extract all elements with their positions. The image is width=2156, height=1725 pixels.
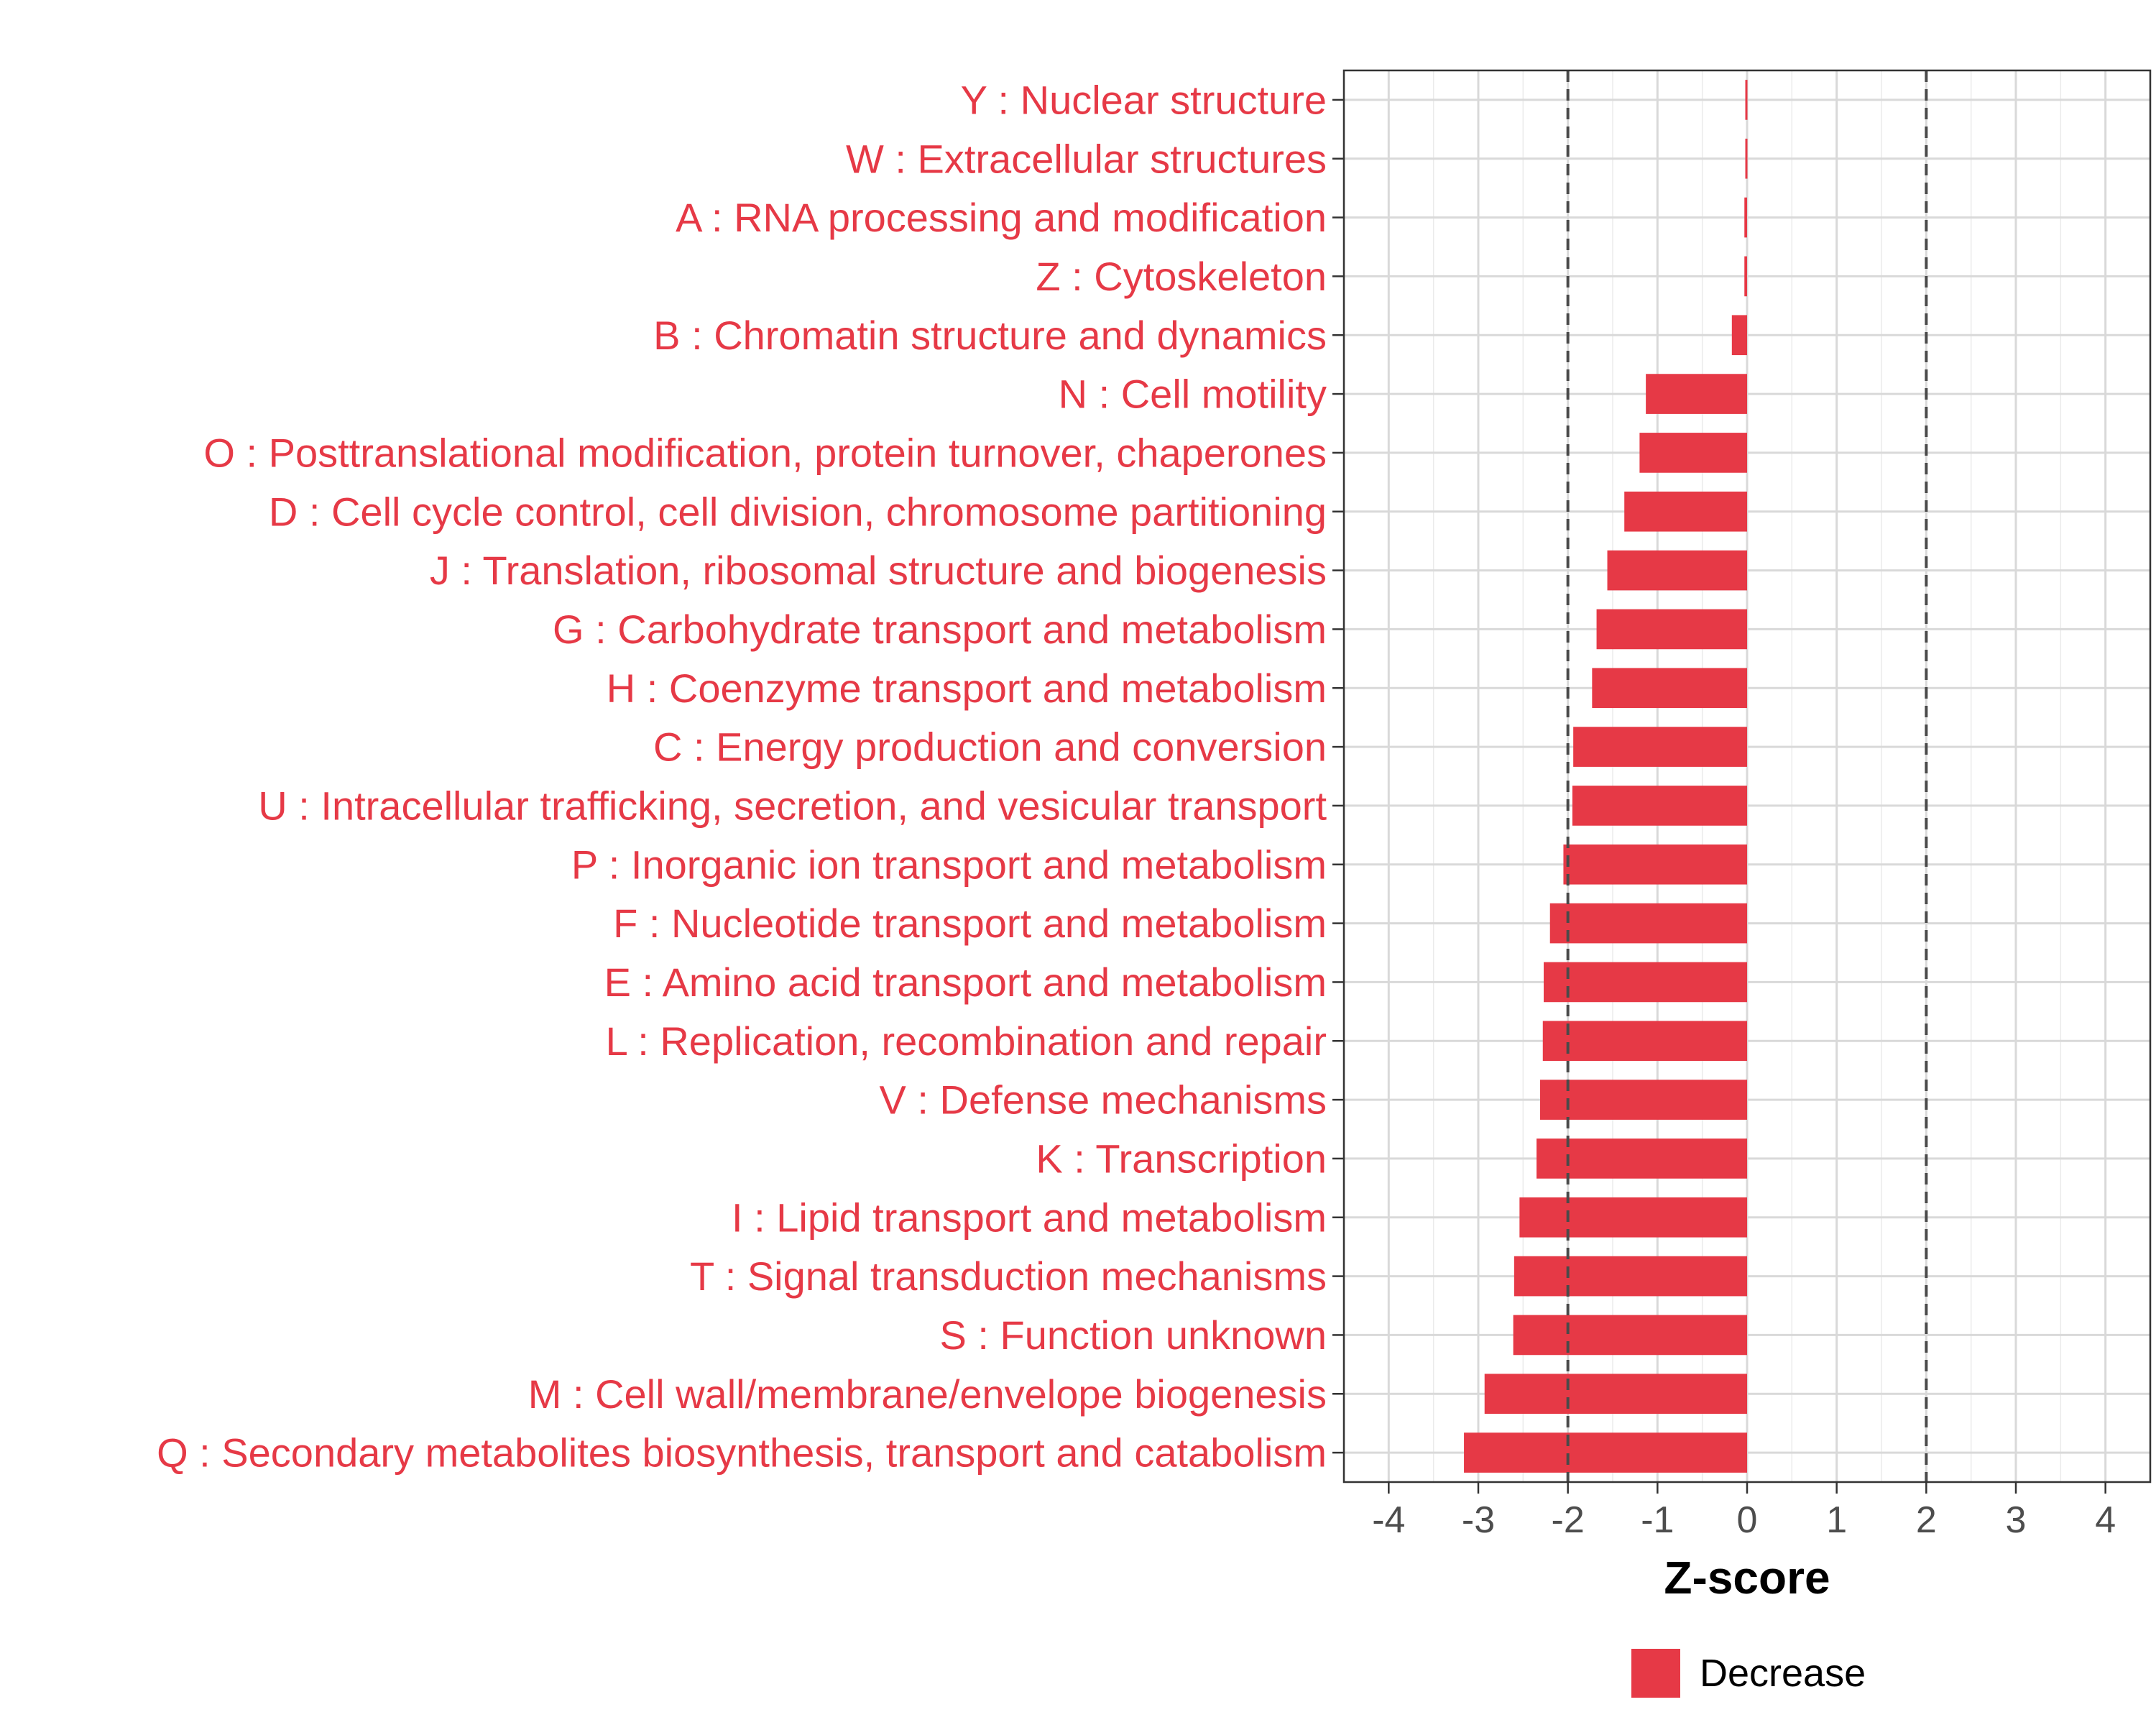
bar [1540,1080,1747,1120]
bar [1745,80,1748,120]
bar [1745,138,1748,179]
bar [1514,1256,1747,1297]
bar [1624,491,1747,532]
bar [1544,962,1747,1003]
x-axis-title: Z-score [1664,1552,1830,1604]
bar [1596,609,1747,650]
category-label: U : Intracellular trafficking, secretion… [258,783,1327,828]
category-label: A : RNA processing and modification [676,195,1327,240]
category-label: K : Transcription [1036,1136,1327,1181]
bar [1639,433,1747,473]
x-tick-label: 3 [2006,1499,2027,1541]
x-tick-label: 4 [2095,1499,2116,1541]
x-tick-label: 1 [1826,1499,1847,1541]
legend-key-decrease [1631,1649,1680,1698]
x-tick-label: 2 [1916,1499,1937,1541]
category-label: D : Cell cycle control, cell division, c… [269,489,1327,534]
category-label: F : Nucleotide transport and metabolism [613,901,1327,946]
bar [1646,374,1747,414]
bar [1573,727,1747,767]
category-label: S : Function unknown [939,1312,1327,1358]
x-tick-label: -3 [1462,1499,1495,1541]
bar [1607,550,1747,591]
x-tick-label: -4 [1372,1499,1405,1541]
category-label: M : Cell wall/membrane/envelope biogenes… [528,1371,1327,1417]
bars [1464,80,1748,1473]
category-label: W : Extracellular structures [846,136,1327,181]
category-label: J : Translation, ribosomal structure and… [430,548,1327,593]
category-label: L : Replication, recombination and repai… [606,1018,1327,1064]
bar [1484,1374,1747,1414]
bar [1549,903,1747,944]
category-label: H : Coenzyme transport and metabolism [607,666,1327,711]
category-label: C : Energy production and conversion [653,724,1327,770]
legend-label-decrease: Decrease [1700,1652,1866,1695]
category-label: Y : Nuclear structure [961,77,1327,122]
bar [1542,1021,1747,1062]
bar [1537,1138,1747,1179]
category-labels: Y : Nuclear structure W : Extracellular s… [157,77,1327,1475]
category-label: V : Defense mechanisms [880,1077,1327,1123]
category-label: O : Posttranslational modification, prot… [203,430,1327,475]
bar [1563,844,1747,885]
category-label: Q : Secondary metabolites biosynthesis, … [157,1430,1327,1476]
bar [1731,315,1747,356]
axis-ticks [1332,98,2106,1494]
x-tick-label: 0 [1737,1499,1758,1541]
category-label: I : Lipid transport and metabolism [732,1195,1327,1240]
x-tick-labels: -4 -3 -2 -1 0 1 2 3 4 [1372,1499,2116,1541]
legend: Decrease [1631,1649,1866,1698]
category-label: E : Amino acid transport and metabolism [604,960,1327,1005]
category-label: G : Carbohydrate transport and metabolis… [553,607,1327,652]
bar [1592,668,1747,709]
bar [1744,256,1747,297]
bar [1519,1197,1747,1238]
bar [1572,786,1747,826]
reference-lines [1566,70,1928,1482]
category-label: T : Signal transduction mechanisms [690,1254,1327,1299]
bar [1464,1432,1747,1473]
category-label: Z : Cytoskeleton [1036,254,1327,299]
bar [1744,197,1747,238]
bar [1513,1315,1747,1356]
category-label: B : Chromatin structure and dynamics [653,313,1327,358]
x-tick-label: -2 [1552,1499,1585,1541]
x-tick-label: -1 [1641,1499,1674,1541]
category-label: P : Inorganic ion transport and metaboli… [571,842,1327,887]
category-label: N : Cell motility [1059,372,1327,417]
